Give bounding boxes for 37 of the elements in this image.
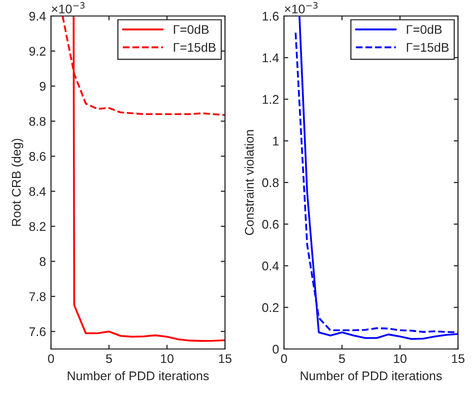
x-tick-label: 10 (394, 354, 406, 364)
text: ×10$^{−3}$ (52, 2, 85, 14)
x-axis-title: Number of PDD iterations (68, 371, 209, 380)
y-tick-label: 9.2 (29, 46, 46, 56)
x-tick-label: 15 (452, 354, 464, 364)
y-tick-label: 0 (272, 344, 279, 354)
y-tick-label: 8.2 (29, 222, 46, 231)
x-tick-label: 5 (106, 354, 112, 364)
y-tick-label: 8.4 (29, 187, 46, 196)
y-tick-label: 9 (40, 82, 46, 91)
legend-label: Γ=0dB (174, 24, 209, 34)
x-tick-label: 0 (281, 354, 287, 364)
y-tick-label: 0.2 (262, 303, 279, 312)
y-tick-label: 8.6 (29, 152, 46, 161)
y-tick-label: 8.8 (29, 116, 46, 126)
y-tick-label: 9.4 (29, 12, 46, 21)
x-tick-label: 15 (219, 354, 232, 364)
x-axis-title: Number of PDD iterations (300, 371, 442, 380)
y-tick-label: 8 (40, 257, 46, 266)
legend-label: Γ=15dB (174, 42, 216, 52)
y-axis-title: Root CRB (deg) (12, 138, 24, 226)
y-tick-label: 7.8 (29, 292, 46, 302)
y-tick-label: 1 (273, 136, 279, 146)
text: ×10$^{−3}$ (284, 2, 318, 14)
y-tick-label: 0.6 (262, 220, 279, 229)
x-tick-label: 10 (161, 354, 174, 364)
y-axis-title: Constraint violation (244, 130, 254, 236)
x-tick-label: 5 (339, 354, 345, 364)
legend-label: Γ=15dB (406, 42, 449, 52)
y-tick-label: 0.4 (262, 262, 279, 270)
y-tick-label: 0.8 (262, 178, 279, 188)
y-tick-label: 7.6 (29, 327, 46, 336)
y-tick-label: 1.4 (262, 54, 279, 62)
x-tick-label: 0 (48, 354, 54, 364)
legend-label: Γ=0dB (406, 24, 442, 34)
y-tick-label: 1.6 (262, 12, 279, 21)
y-tick-label: 1.2 (262, 95, 279, 104)
